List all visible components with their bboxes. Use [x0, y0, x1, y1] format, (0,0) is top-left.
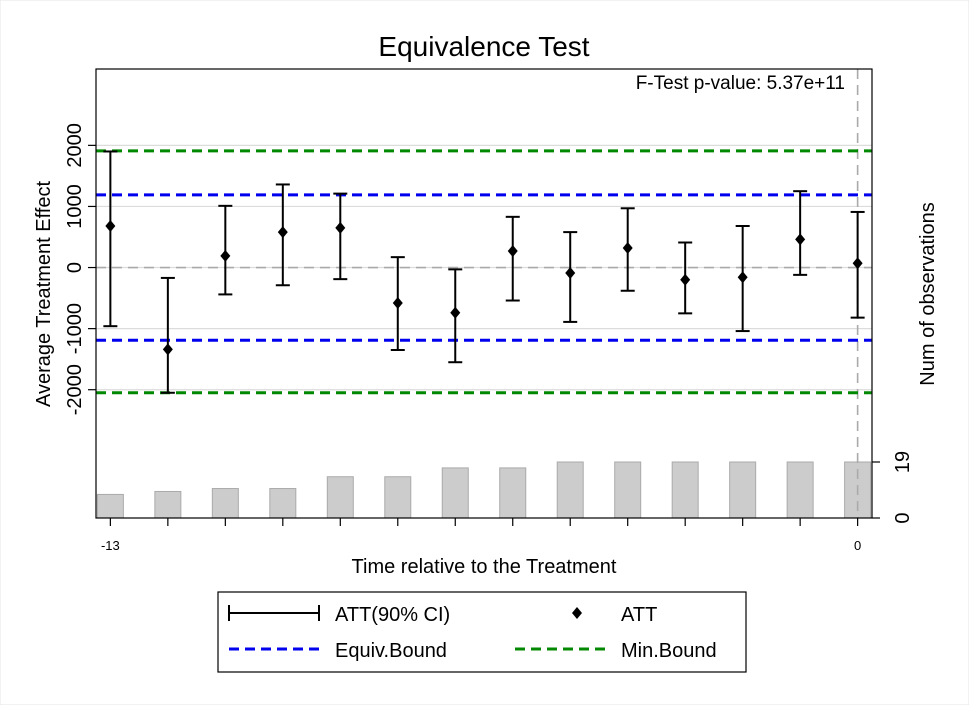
observation-bar [96, 493, 124, 519]
observation-bar [729, 461, 757, 519]
observation-bar [671, 461, 699, 519]
y-tick-label: 1000 [64, 184, 86, 229]
legend-label-min-bound: Min.Bound [621, 640, 717, 662]
att-point [680, 273, 691, 286]
observation-bar [384, 476, 412, 519]
legend-label-equiv-bound: Equiv.Bound [335, 640, 447, 662]
att-point [392, 296, 403, 309]
x-tick-label: -13 [101, 538, 120, 553]
x-axis-label: Time relative to the Treatment [352, 556, 617, 578]
att-point [105, 219, 116, 232]
observation-bar [499, 467, 527, 519]
y-tick-label: -1000 [64, 303, 86, 354]
observation-bar [326, 476, 354, 519]
plot-frame [95, 68, 873, 519]
y-tick-label: 2000 [64, 123, 86, 168]
plot-area: 2000 1000 0 -1000 -2000 -13 0 0 19 [64, 69, 914, 553]
att-point [220, 249, 231, 262]
legend-label-att: ATT [621, 604, 657, 626]
legend-diamond-icon [572, 607, 582, 619]
y-tick-label: -2000 [64, 364, 86, 415]
observation-bar [556, 461, 584, 519]
observation-bar [786, 461, 814, 519]
att-point [737, 271, 748, 284]
att-point [450, 306, 461, 319]
y-tick-label: 0 [64, 262, 86, 273]
legend-box [217, 591, 747, 673]
att-point [622, 241, 633, 254]
f-test-annotation: F-Test p-value: 5.37e+11 [636, 73, 845, 94]
y2-axis-label: Num of observations [917, 202, 939, 385]
observation-bar [154, 490, 182, 519]
y2-tick-label: 0 [892, 512, 914, 523]
observation-bar [614, 461, 642, 519]
att-point [335, 221, 346, 234]
chart-title: Equivalence Test [378, 31, 589, 62]
observation-bar [441, 467, 469, 519]
att-point [162, 343, 173, 356]
observation-bar [211, 488, 239, 519]
att-point [565, 267, 576, 280]
y-axis-label: Average Treatment Effect [33, 181, 55, 407]
att-point [507, 245, 518, 258]
att-point [795, 233, 806, 246]
x-tick-label: 0 [854, 538, 861, 553]
legend-label-ci: ATT(90% CI) [335, 604, 450, 626]
att-point [277, 226, 288, 239]
att-point [852, 257, 863, 270]
y2-tick-label: 19 [892, 451, 914, 473]
observation-bar [269, 488, 297, 519]
legend: ATT(90% CI) ATT Equiv.Bound Min.Bound [217, 591, 747, 673]
